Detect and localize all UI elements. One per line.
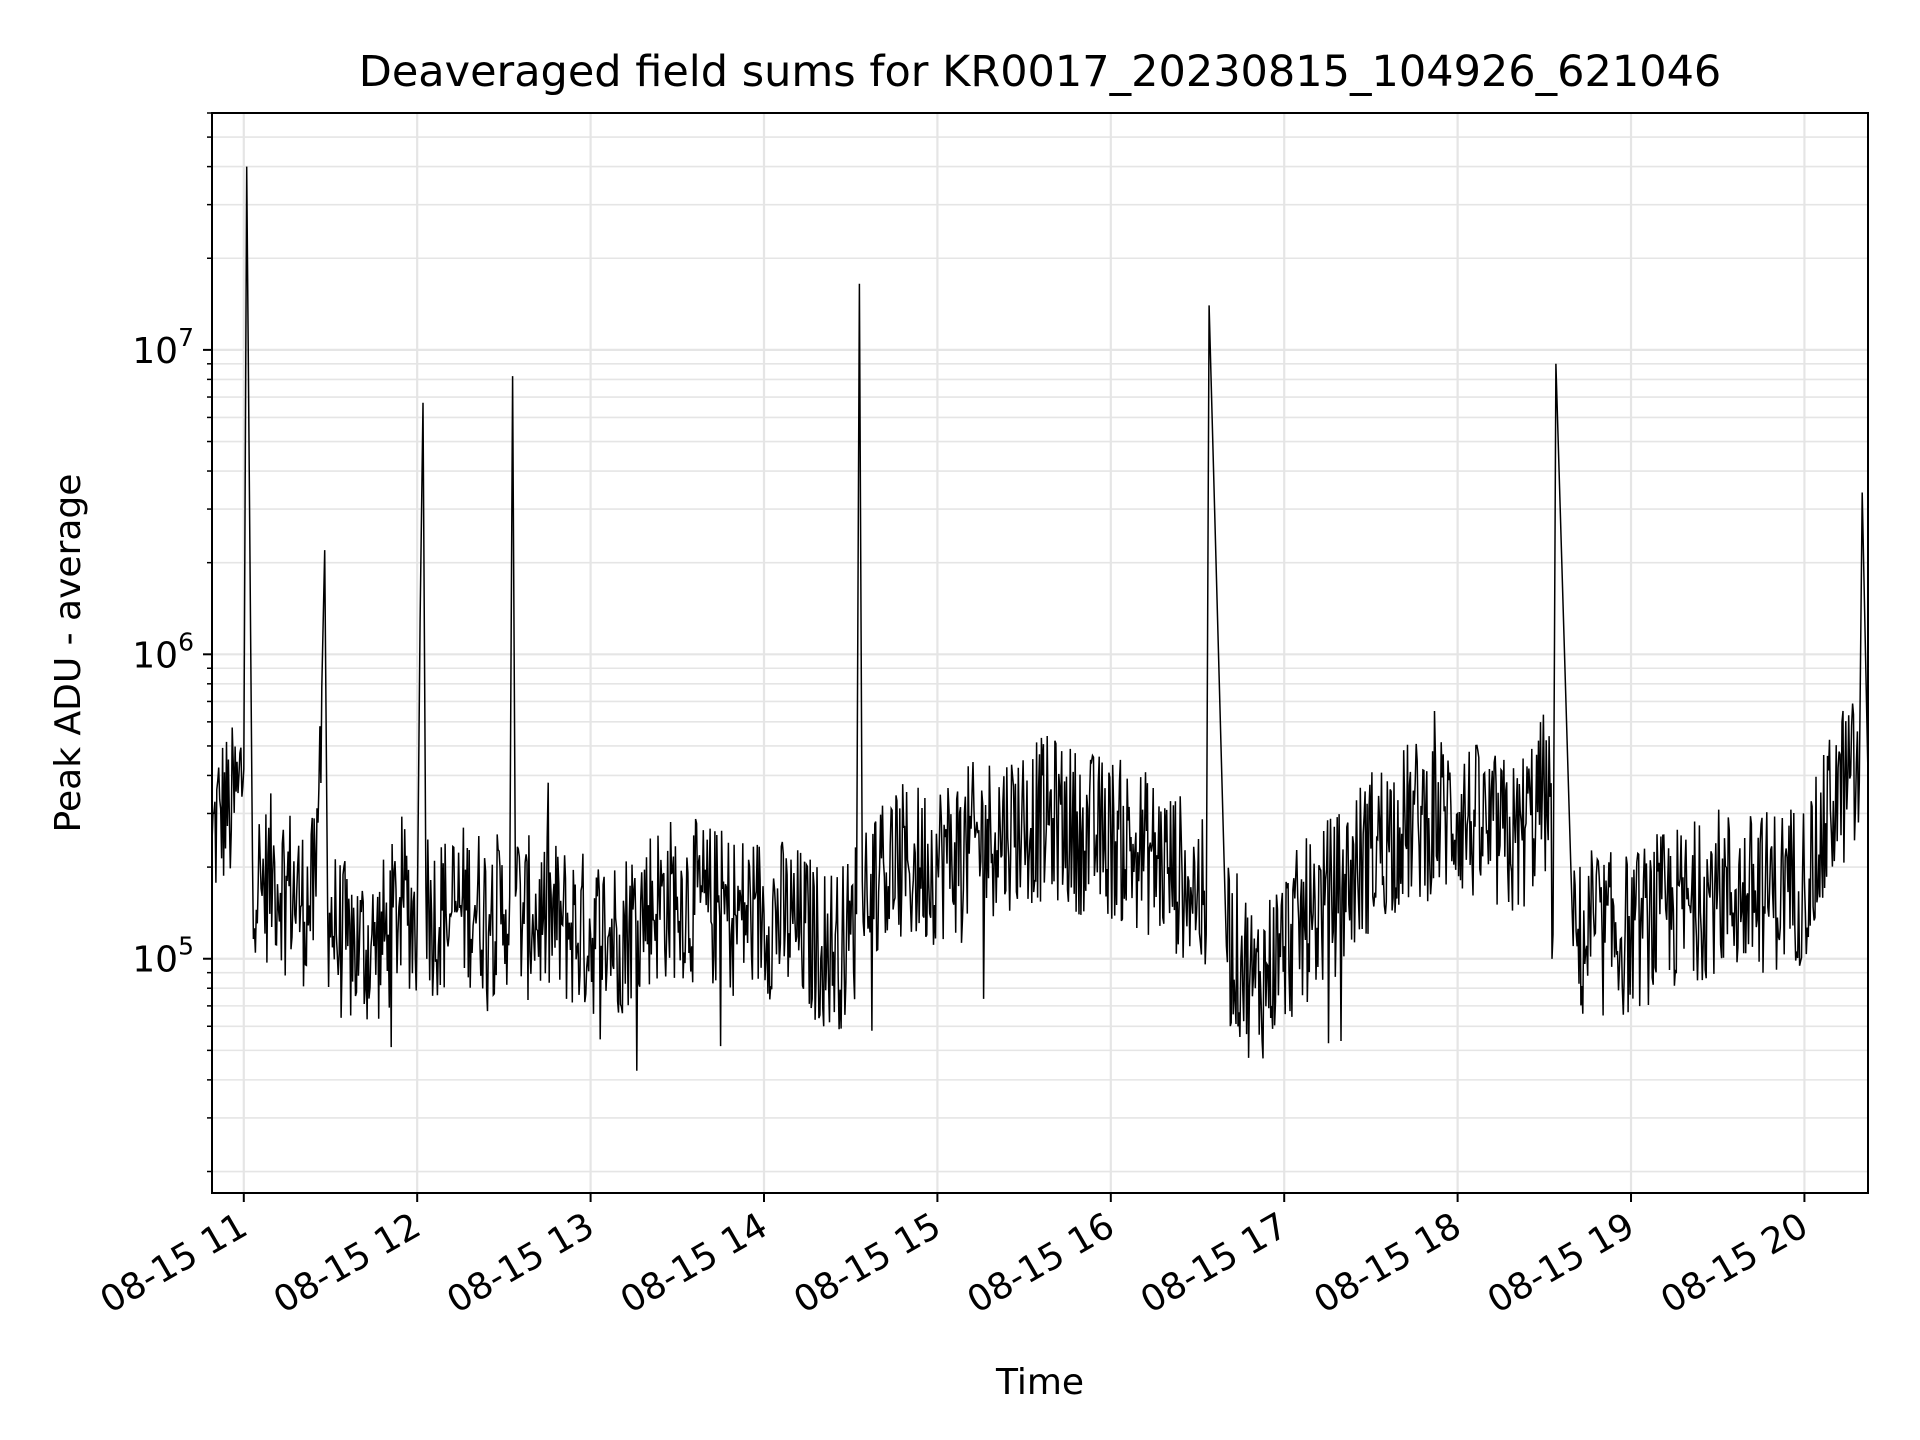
y-tick-exponent: 5 [178,932,194,961]
series-layer [212,166,1868,1071]
y-tick-exponent: 6 [178,627,194,656]
y-tick-label: 106 [132,627,194,676]
y-tick-label: 105 [132,932,194,981]
series-line [212,166,1868,1071]
y-tick-base: 10 [132,635,178,676]
y-axis-label: Peak ADU - average [48,474,89,833]
plot-frame [211,112,1869,1194]
x-axis-label: Time [995,1362,1084,1403]
y-tick-exponent: 7 [178,323,194,352]
y-tick-label: 107 [132,323,194,372]
y-tick-base: 10 [132,940,178,981]
y-tick-base: 10 [132,331,178,372]
chart-title: Deaveraged field sums for KR0017_2023081… [359,47,1722,97]
